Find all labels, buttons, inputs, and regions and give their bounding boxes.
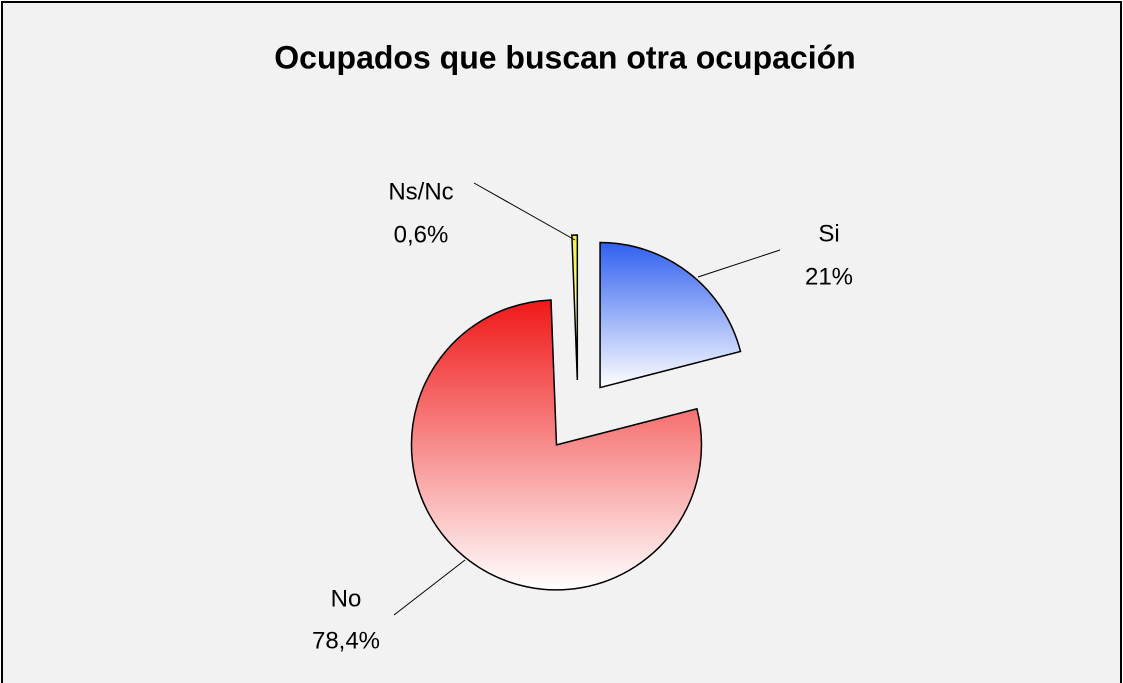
chart-title: Ocupados que buscan otra ocupación [274,39,855,75]
slice-value-label: 0,6% [394,221,449,248]
slice-value-label: 78,4% [312,627,380,654]
pie-slice [571,234,579,381]
slice-label: Si [818,220,839,247]
slice-label: No [331,585,362,612]
slice-label: Ns/Nc [388,178,453,205]
leader-line [473,182,576,241]
slice-value-label: 21% [805,263,853,290]
pie-slice [410,299,703,591]
pie-slice [599,241,742,389]
leader-line [697,249,781,278]
leader-line [393,559,466,616]
